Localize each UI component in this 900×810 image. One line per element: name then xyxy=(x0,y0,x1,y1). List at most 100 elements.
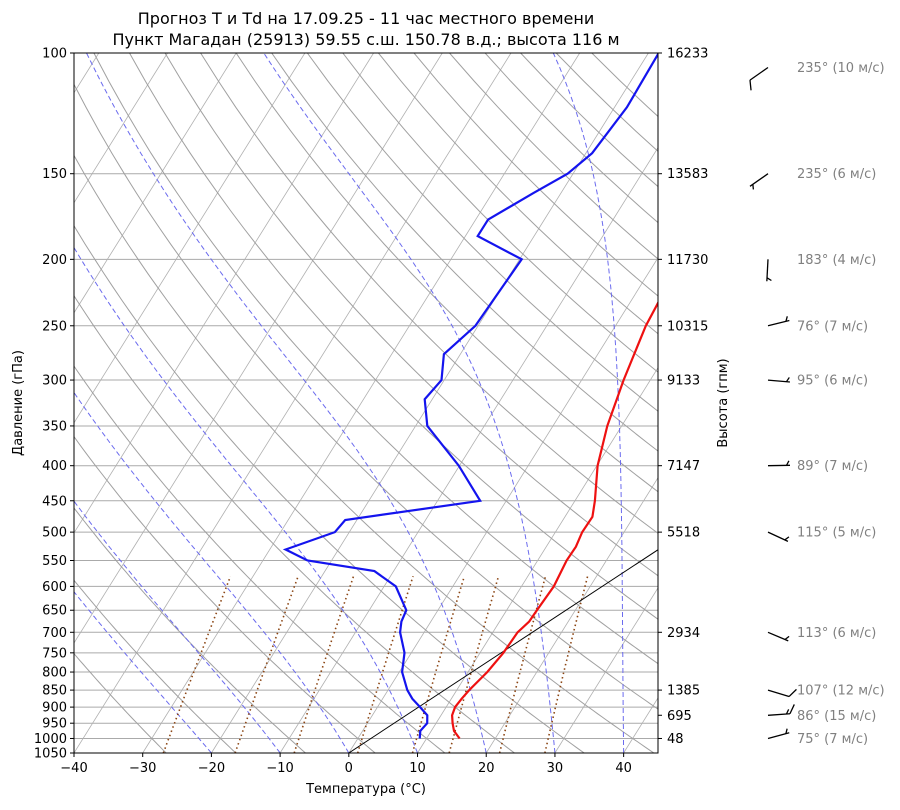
wind-label: 95° (6 м/с) xyxy=(797,374,868,389)
dry-adiabat-line xyxy=(58,53,723,753)
moist-adiabat-line xyxy=(264,53,555,753)
y-tick-label: 300 xyxy=(42,374,67,389)
dry-adiabat-line xyxy=(165,53,900,753)
dry-adiabat-line xyxy=(94,53,793,753)
wind-label: 86° (15 м/с) xyxy=(797,709,876,724)
dry-adiabat-line xyxy=(201,53,900,753)
wind-barb-full xyxy=(789,704,795,713)
y-tick-label: 800 xyxy=(42,666,67,681)
wind-barb xyxy=(768,628,790,641)
x-tick-label: −40 xyxy=(60,761,87,776)
mixing-ratio-line xyxy=(163,576,230,753)
dry-adiabat-line xyxy=(236,53,900,753)
wind-label: 76° (7 м/с) xyxy=(797,319,868,334)
wind-barb xyxy=(767,316,789,326)
x-tick-label: 10 xyxy=(409,761,426,776)
moist-adiabat-line xyxy=(87,53,487,753)
y-tick-label: 550 xyxy=(42,554,67,569)
x-tick-label: 30 xyxy=(547,761,564,776)
x-tick-label: 20 xyxy=(478,761,495,776)
mixing-ratio-line xyxy=(449,576,498,753)
wind-barb xyxy=(767,259,773,281)
height-tick-label: 1385 xyxy=(667,684,700,699)
y-tick-label: 600 xyxy=(42,580,67,595)
dry-adiabat-line xyxy=(0,53,515,753)
mixing-ratio-line xyxy=(358,576,413,753)
grid-layer xyxy=(0,53,900,753)
wind-barb xyxy=(767,728,789,738)
dry-adiabat-line xyxy=(307,53,900,753)
dry-adiabat-line xyxy=(592,53,900,753)
y-tick-label: 350 xyxy=(42,419,67,434)
y-tick-label: 500 xyxy=(42,526,67,541)
y-tick-label: 900 xyxy=(42,701,67,716)
wind-barb xyxy=(768,376,790,382)
x-tick-label: −10 xyxy=(266,761,293,776)
x-tick-label: 40 xyxy=(615,761,632,776)
wind-label: 75° (7 м/с) xyxy=(797,732,868,747)
isotherm-line xyxy=(624,53,900,753)
height-tick-label: 10315 xyxy=(667,319,708,334)
mixing-ratio-line xyxy=(500,576,546,753)
wind-barb xyxy=(768,681,796,698)
y-tick-label: 700 xyxy=(42,626,67,641)
dry-adiabat-line xyxy=(343,53,900,753)
y-tick-label: 650 xyxy=(42,604,67,619)
y-tick-label: 950 xyxy=(42,717,67,732)
dry-adiabat-line xyxy=(450,53,900,753)
dry-adiabat-line xyxy=(23,53,654,753)
y-tick-label: 1050 xyxy=(34,747,67,762)
isotherm-line xyxy=(0,53,236,753)
moist-adiabat-line xyxy=(553,53,623,753)
wind-barb xyxy=(768,461,790,466)
y-axis-right-label: Высота (гпм) xyxy=(716,358,731,447)
y-tick-label: 450 xyxy=(42,494,67,509)
x-tick-label: −20 xyxy=(198,761,225,776)
dry-adiabat-line xyxy=(378,53,900,753)
dry-adiabat-line xyxy=(521,53,900,753)
y-tick-label: 200 xyxy=(42,253,67,268)
wind-label: 115° (5 м/с) xyxy=(797,526,876,541)
isotherm-line xyxy=(143,53,580,753)
y-tick-label: 750 xyxy=(42,646,67,661)
y-tick-label: 400 xyxy=(42,459,67,474)
height-tick-label: 5518 xyxy=(667,526,700,541)
wind-label: 107° (12 м/с) xyxy=(797,684,885,699)
wind-barb xyxy=(768,528,790,541)
dry-adiabat-line xyxy=(414,53,900,753)
height-tick-label: 695 xyxy=(667,709,692,724)
wind-barb-staff xyxy=(768,690,789,696)
wind-label: 235° (10 м/с) xyxy=(797,61,885,76)
y-tick-label: 1000 xyxy=(34,732,67,747)
y-tick-label: 150 xyxy=(42,167,67,182)
chart-title-line2: Пункт Магадан (25913) 59.55 с.ш. 150.78 … xyxy=(112,30,619,49)
height-tick-label: 11730 xyxy=(667,253,708,268)
wind-barb-full xyxy=(746,80,755,90)
mixing-ratio-line xyxy=(545,576,588,753)
y-axis-label: Давление (гПа) xyxy=(11,350,26,456)
isotherm-line xyxy=(5,53,442,753)
x-tick-label: 0 xyxy=(345,761,353,776)
isotherm-line xyxy=(74,53,511,753)
x-tick-label: −30 xyxy=(129,761,156,776)
wind-label: 183° (4 м/с) xyxy=(797,253,876,268)
height-tick-label: 16233 xyxy=(667,47,708,62)
y-tick-label: 250 xyxy=(42,319,67,334)
chart-title-line1: Прогноз T и Td на 17.09.25 - 11 час мест… xyxy=(138,9,594,28)
height-tick-label: 7147 xyxy=(667,459,700,474)
dry-adiabat-line xyxy=(0,53,236,753)
y-tick-label: 850 xyxy=(42,684,67,699)
moist-adiabat-line xyxy=(0,53,211,753)
wind-label: 113° (6 м/с) xyxy=(797,626,876,641)
wind-barb xyxy=(767,704,795,715)
wind-barb-full xyxy=(789,688,796,698)
wind-layer: 235° (10 м/с)235° (6 м/с)183° (4 м/с)76°… xyxy=(746,61,885,747)
wind-label: 89° (7 м/с) xyxy=(797,459,868,474)
wind-barb-staff xyxy=(750,68,768,81)
x-axis-label: Температура (°C) xyxy=(305,782,426,797)
y-tick-label: 100 xyxy=(42,47,67,62)
height-tick-label: 2934 xyxy=(667,626,700,641)
wind-barb xyxy=(750,174,771,190)
